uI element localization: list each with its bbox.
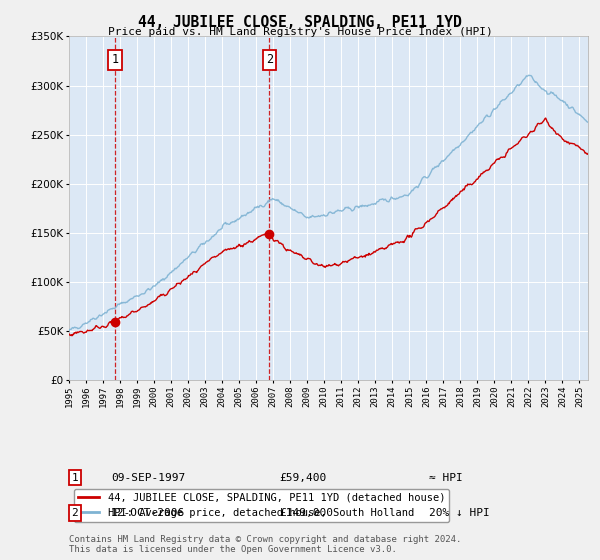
Text: £59,400: £59,400 (279, 473, 326, 483)
Text: 44, JUBILEE CLOSE, SPALDING, PE11 1YD: 44, JUBILEE CLOSE, SPALDING, PE11 1YD (138, 15, 462, 30)
Text: 20% ↓ HPI: 20% ↓ HPI (429, 508, 490, 518)
Text: 09-SEP-1997: 09-SEP-1997 (111, 473, 185, 483)
Text: 1: 1 (71, 473, 79, 483)
Text: 12-OCT-2006: 12-OCT-2006 (111, 508, 185, 518)
Text: 1: 1 (111, 54, 118, 67)
Text: 2: 2 (71, 508, 79, 518)
Text: Contains HM Land Registry data © Crown copyright and database right 2024.
This d: Contains HM Land Registry data © Crown c… (69, 535, 461, 554)
Text: 2: 2 (266, 54, 273, 67)
Text: £149,000: £149,000 (279, 508, 333, 518)
Text: ≈ HPI: ≈ HPI (429, 473, 463, 483)
Text: Price paid vs. HM Land Registry's House Price Index (HPI): Price paid vs. HM Land Registry's House … (107, 27, 493, 37)
Legend: 44, JUBILEE CLOSE, SPALDING, PE11 1YD (detached house), HPI: Average price, deta: 44, JUBILEE CLOSE, SPALDING, PE11 1YD (d… (74, 489, 449, 522)
